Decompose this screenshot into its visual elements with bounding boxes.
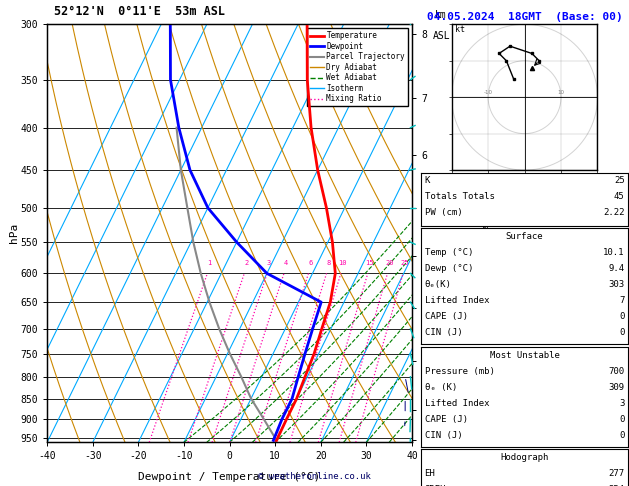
Text: km: km [435,10,447,20]
Text: Pressure (mb): Pressure (mb) [425,367,494,376]
Text: Most Unstable: Most Unstable [489,351,560,360]
Text: 0: 0 [619,312,625,321]
Text: -10: -10 [484,90,493,95]
Text: CAPE (J): CAPE (J) [425,312,467,321]
Text: PW (cm): PW (cm) [425,208,462,217]
Text: 3: 3 [619,399,625,408]
Text: Hodograph: Hodograph [501,453,548,462]
Text: Temp (°C): Temp (°C) [425,248,473,257]
Text: CIN (J): CIN (J) [425,329,462,337]
Text: 20: 20 [385,260,394,266]
Text: 309: 309 [608,383,625,392]
Text: 2: 2 [244,260,248,266]
X-axis label: Dewpoint / Temperature (°C): Dewpoint / Temperature (°C) [138,471,321,482]
Text: 2.22: 2.22 [603,208,625,217]
Text: Lifted Index: Lifted Index [425,296,489,305]
Text: 4: 4 [284,260,288,266]
Text: 8: 8 [326,260,331,266]
Text: kt: kt [455,25,465,34]
Text: 7: 7 [619,296,625,305]
Text: 303: 303 [608,280,625,289]
Text: Surface: Surface [506,232,543,241]
Legend: Temperature, Dewpoint, Parcel Trajectory, Dry Adiabat, Wet Adiabat, Isotherm, Mi: Temperature, Dewpoint, Parcel Trajectory… [308,28,408,106]
Text: 10: 10 [557,90,565,95]
Text: 0: 0 [619,431,625,440]
Text: θₑ (K): θₑ (K) [425,383,457,392]
Text: 6: 6 [308,260,313,266]
Text: 25: 25 [614,176,625,185]
Text: ASL: ASL [432,31,450,41]
Text: 25: 25 [401,260,409,266]
Text: Dewp (°C): Dewp (°C) [425,264,473,273]
Text: 9.4: 9.4 [608,264,625,273]
Text: CAPE (J): CAPE (J) [425,415,467,424]
Text: © weatheronline.co.uk: © weatheronline.co.uk [258,472,371,481]
Text: 04.05.2024  18GMT  (Base: 00): 04.05.2024 18GMT (Base: 00) [426,12,623,22]
Text: 277: 277 [608,469,625,478]
Text: 0: 0 [619,329,625,337]
Text: CIN (J): CIN (J) [425,431,462,440]
Text: 52°12'N  0°11'E  53m ASL: 52°12'N 0°11'E 53m ASL [55,5,225,18]
Text: 0: 0 [619,415,625,424]
Text: 10: 10 [338,260,347,266]
Polygon shape [414,0,415,20]
Text: 10.1: 10.1 [603,248,625,257]
Text: 45: 45 [614,192,625,201]
Text: K: K [425,176,430,185]
Text: EH: EH [425,469,435,478]
Text: Lifted Index: Lifted Index [425,399,489,408]
Text: 700: 700 [608,367,625,376]
Text: 1: 1 [208,260,211,266]
Text: 3: 3 [267,260,271,266]
Text: hPa: hPa [9,223,19,243]
Text: 15: 15 [365,260,374,266]
Text: Mixing Ratio (g/kg): Mixing Ratio (g/kg) [481,182,489,284]
Text: θₑ(K): θₑ(K) [425,280,452,289]
Text: Totals Totals: Totals Totals [425,192,494,201]
